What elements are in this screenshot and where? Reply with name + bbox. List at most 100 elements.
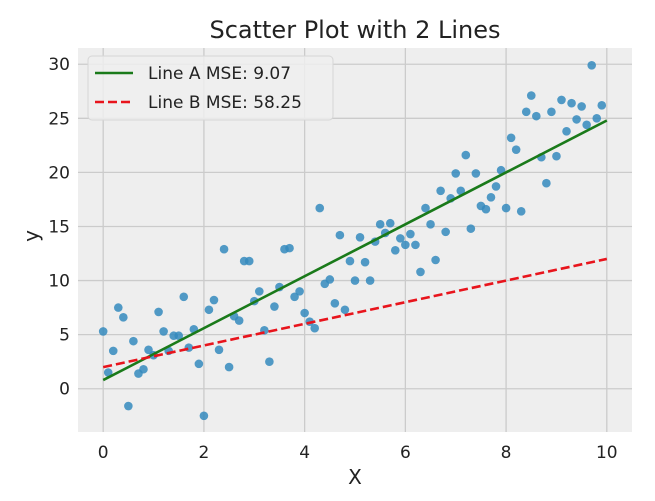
scatter-point	[401, 240, 410, 250]
scatter-point	[234, 316, 244, 325]
scatter-point	[496, 165, 506, 175]
line-a	[102, 119, 608, 382]
scatter-point	[592, 114, 602, 123]
scatter-point	[567, 98, 576, 108]
legend: Line A MSE: 9.07 Line B MSE: 58.25	[87, 55, 334, 121]
scatter-point	[129, 336, 138, 346]
scatter-point	[481, 204, 491, 214]
scatter-point	[300, 308, 309, 318]
scatter-point	[330, 298, 340, 308]
scatter-point	[526, 91, 536, 100]
scatter-point	[582, 120, 591, 130]
scatter-point	[244, 256, 254, 266]
scatter-point	[406, 229, 415, 239]
scatter-point	[572, 115, 581, 124]
scatter-point	[547, 107, 556, 117]
scatter-point	[466, 224, 476, 233]
scatter-point	[557, 95, 566, 105]
scatter-point	[516, 207, 526, 216]
scatter-point	[396, 234, 405, 243]
scatter-point	[506, 133, 516, 143]
scatter-point	[431, 255, 440, 265]
scatter-point	[199, 411, 209, 421]
scatter-point	[144, 345, 153, 355]
fit-lines	[102, 119, 608, 382]
scatter-point	[119, 313, 128, 322]
scatter-point	[325, 275, 335, 284]
scatter-point	[285, 243, 294, 253]
scatter-point	[421, 203, 430, 213]
scatter-point	[501, 203, 511, 213]
x-tick-label: 10	[596, 443, 618, 463]
scatter-point	[577, 102, 586, 111]
scatter-point	[426, 220, 435, 229]
y-axis-label: y	[19, 230, 43, 242]
scatter-point	[587, 61, 597, 70]
scatter-point	[390, 245, 400, 255]
scatter-point	[471, 169, 481, 178]
scatter-point	[416, 267, 425, 277]
scatter-point	[365, 276, 375, 285]
scatter-point	[360, 257, 370, 267]
scatter-point	[113, 303, 123, 312]
x-axis-label: X	[348, 465, 362, 489]
y-tick-labels: 0 5 10 15 20 25 30	[48, 55, 70, 400]
scatter-point	[154, 307, 163, 317]
y-tick-label: 20	[48, 163, 70, 183]
scatter-point	[98, 327, 108, 336]
scatter-point	[224, 362, 234, 372]
scatter-point	[511, 145, 521, 154]
scatter-point	[255, 287, 264, 296]
x-tick-label: 4	[299, 443, 310, 463]
scatter-point	[270, 302, 279, 311]
scatter-point	[219, 244, 229, 254]
scatter-point	[441, 227, 450, 237]
scatter-point	[350, 276, 360, 285]
scatter-point	[436, 186, 445, 196]
scatter-point	[375, 220, 385, 229]
scatter-point	[290, 292, 299, 302]
y-tick-label: 30	[48, 55, 70, 75]
scatter-point	[345, 256, 355, 266]
scatter-point	[108, 346, 118, 356]
scatter-point	[103, 368, 113, 377]
y-tick-label: 25	[48, 109, 70, 129]
scatter-point	[179, 292, 189, 302]
legend-label: Line B MSE: 58.25	[148, 93, 302, 113]
scatter-point	[461, 150, 471, 160]
scatter-point	[597, 101, 607, 110]
scatter-point	[385, 218, 395, 228]
scatter-point	[552, 151, 561, 161]
scatter-point	[139, 364, 148, 374]
scatter-point	[204, 305, 214, 315]
scatter-point	[340, 305, 350, 315]
y-tick-label: 15	[48, 217, 70, 237]
legend-frame	[87, 55, 334, 121]
x-tick-label: 6	[400, 443, 411, 463]
scatter-point	[159, 327, 168, 336]
scatter-points	[98, 61, 607, 421]
scatter-point	[562, 126, 571, 136]
x-tick-label: 8	[501, 443, 512, 463]
scatter-point	[194, 359, 204, 369]
scatter-point	[411, 240, 420, 250]
scatter-point	[265, 357, 274, 366]
line-b	[102, 257, 608, 369]
scatter-point	[315, 203, 325, 213]
scatter-point	[310, 323, 320, 333]
scatter-point	[214, 345, 224, 355]
scatter-point	[491, 182, 501, 191]
scatter-point	[335, 230, 345, 240]
legend-label: Line A MSE: 9.07	[148, 64, 291, 84]
scatter-point	[355, 232, 365, 242]
scatter-point	[295, 287, 304, 296]
y-tick-label: 5	[59, 326, 70, 346]
scatter-point	[456, 186, 466, 196]
y-tick-label: 10	[48, 272, 70, 292]
y-tick-label: 0	[59, 380, 70, 400]
scatter-point	[451, 169, 461, 178]
scatter-point	[542, 178, 551, 188]
scatter-point	[124, 401, 133, 411]
scatter-point	[174, 331, 184, 341]
